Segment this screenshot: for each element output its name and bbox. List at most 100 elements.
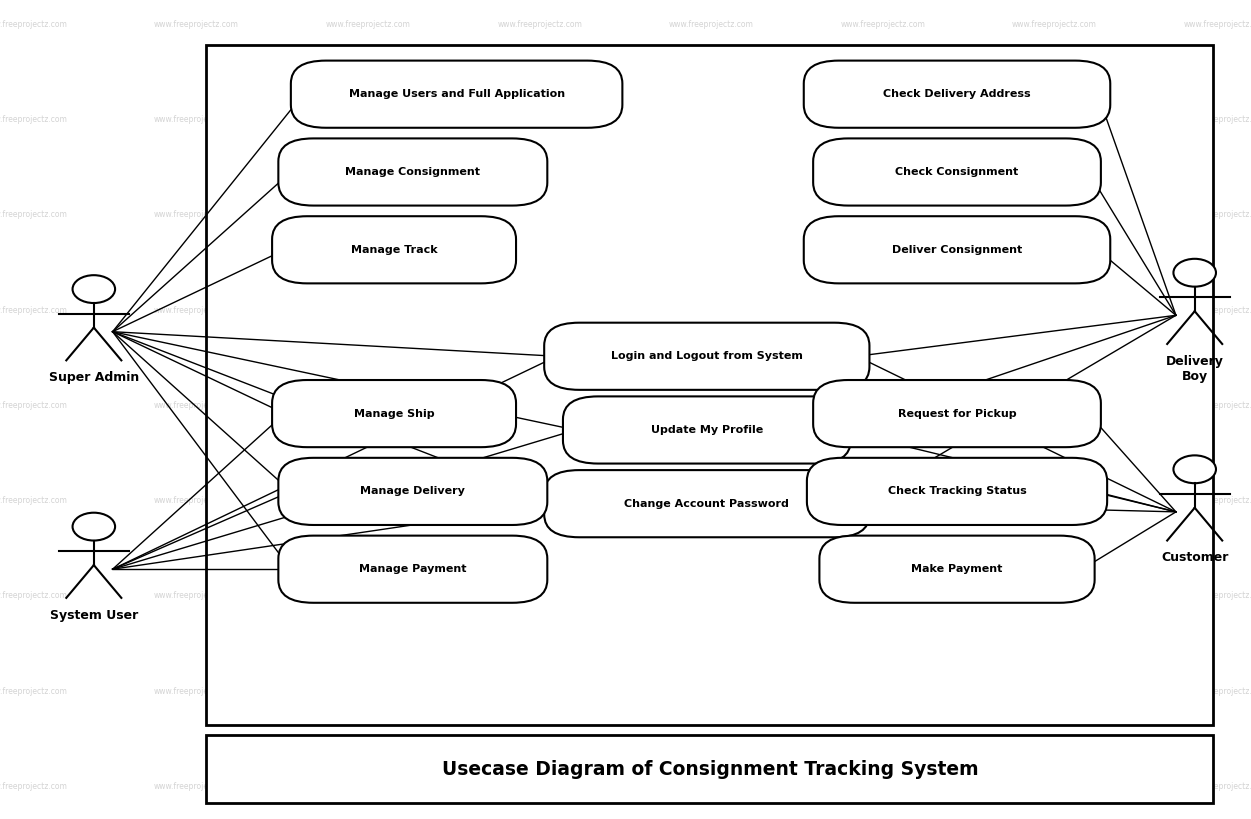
Text: www.freeprojectz.com: www.freeprojectz.com — [841, 401, 926, 410]
Text: www.freeprojectz.com: www.freeprojectz.com — [1183, 20, 1251, 29]
Text: www.freeprojectz.com: www.freeprojectz.com — [0, 115, 68, 124]
Text: Check Consignment: Check Consignment — [896, 167, 1018, 177]
FancyBboxPatch shape — [807, 458, 1107, 525]
Text: www.freeprojectz.com: www.freeprojectz.com — [1012, 591, 1097, 600]
Text: Manage Ship: Manage Ship — [354, 409, 434, 419]
Text: www.freeprojectz.com: www.freeprojectz.com — [1012, 686, 1097, 695]
Text: www.freeprojectz.com: www.freeprojectz.com — [669, 496, 753, 505]
Text: www.freeprojectz.com: www.freeprojectz.com — [841, 496, 926, 505]
Text: www.freeprojectz.com: www.freeprojectz.com — [841, 686, 926, 695]
Circle shape — [1173, 259, 1216, 287]
FancyBboxPatch shape — [206, 735, 1213, 803]
Text: www.freeprojectz.com: www.freeprojectz.com — [0, 20, 68, 29]
Text: www.freeprojectz.com: www.freeprojectz.com — [1183, 401, 1251, 410]
FancyBboxPatch shape — [813, 380, 1101, 447]
Text: www.freeprojectz.com: www.freeprojectz.com — [154, 305, 239, 314]
Text: Check Tracking Status: Check Tracking Status — [888, 486, 1026, 496]
Text: www.freeprojectz.com: www.freeprojectz.com — [0, 496, 68, 505]
Text: www.freeprojectz.com: www.freeprojectz.com — [1012, 210, 1097, 219]
Text: www.freeprojectz.com: www.freeprojectz.com — [154, 115, 239, 124]
Text: www.freeprojectz.com: www.freeprojectz.com — [1183, 115, 1251, 124]
Text: www.freeprojectz.com: www.freeprojectz.com — [498, 401, 582, 410]
Text: www.freeprojectz.com: www.freeprojectz.com — [1183, 591, 1251, 600]
Text: www.freeprojectz.com: www.freeprojectz.com — [1012, 115, 1097, 124]
FancyBboxPatch shape — [278, 458, 548, 525]
Text: Manage Delivery: Manage Delivery — [360, 486, 465, 496]
Text: Make Payment: Make Payment — [911, 564, 1003, 574]
Text: Usecase Diagram of Consignment Tracking System: Usecase Diagram of Consignment Tracking … — [442, 759, 978, 779]
Text: www.freeprojectz.com: www.freeprojectz.com — [841, 20, 926, 29]
FancyBboxPatch shape — [813, 138, 1101, 206]
Text: www.freeprojectz.com: www.freeprojectz.com — [1012, 305, 1097, 314]
Text: www.freeprojectz.com: www.freeprojectz.com — [841, 115, 926, 124]
Text: www.freeprojectz.com: www.freeprojectz.com — [0, 782, 68, 790]
Text: Customer: Customer — [1161, 551, 1228, 564]
Text: Check Delivery Address: Check Delivery Address — [883, 89, 1031, 99]
Text: Update My Profile: Update My Profile — [651, 425, 763, 435]
Text: www.freeprojectz.com: www.freeprojectz.com — [325, 782, 410, 790]
Text: Manage Consignment: Manage Consignment — [345, 167, 480, 177]
Text: www.freeprojectz.com: www.freeprojectz.com — [669, 782, 753, 790]
Text: www.freeprojectz.com: www.freeprojectz.com — [841, 210, 926, 219]
Text: www.freeprojectz.com: www.freeprojectz.com — [325, 496, 410, 505]
Text: www.freeprojectz.com: www.freeprojectz.com — [498, 591, 582, 600]
Text: www.freeprojectz.com: www.freeprojectz.com — [1183, 686, 1251, 695]
Text: www.freeprojectz.com: www.freeprojectz.com — [325, 115, 410, 124]
Text: www.freeprojectz.com: www.freeprojectz.com — [325, 401, 410, 410]
Text: www.freeprojectz.com: www.freeprojectz.com — [325, 591, 410, 600]
Text: www.freeprojectz.com: www.freeprojectz.com — [669, 20, 753, 29]
FancyBboxPatch shape — [271, 380, 517, 447]
Text: www.freeprojectz.com: www.freeprojectz.com — [1012, 496, 1097, 505]
Text: www.freeprojectz.com: www.freeprojectz.com — [498, 305, 582, 314]
FancyBboxPatch shape — [278, 138, 548, 206]
Text: www.freeprojectz.com: www.freeprojectz.com — [0, 305, 68, 314]
Text: www.freeprojectz.com: www.freeprojectz.com — [0, 210, 68, 219]
Text: Delivery
Boy: Delivery Boy — [1166, 355, 1223, 382]
Text: Manage Users and Full Application: Manage Users and Full Application — [349, 89, 564, 99]
FancyBboxPatch shape — [803, 61, 1111, 128]
Circle shape — [73, 275, 115, 303]
Text: www.freeprojectz.com: www.freeprojectz.com — [669, 305, 753, 314]
Text: www.freeprojectz.com: www.freeprojectz.com — [0, 686, 68, 695]
Text: Super Admin: Super Admin — [49, 371, 139, 384]
Text: Manage Payment: Manage Payment — [359, 564, 467, 574]
Text: www.freeprojectz.com: www.freeprojectz.com — [498, 496, 582, 505]
Text: www.freeprojectz.com: www.freeprojectz.com — [1183, 782, 1251, 790]
Text: www.freeprojectz.com: www.freeprojectz.com — [841, 305, 926, 314]
Text: www.freeprojectz.com: www.freeprojectz.com — [1183, 496, 1251, 505]
Text: Request for Pickup: Request for Pickup — [898, 409, 1016, 419]
Text: www.freeprojectz.com: www.freeprojectz.com — [325, 305, 410, 314]
Text: www.freeprojectz.com: www.freeprojectz.com — [841, 782, 926, 790]
FancyBboxPatch shape — [278, 536, 548, 603]
Text: www.freeprojectz.com: www.freeprojectz.com — [154, 686, 239, 695]
Text: www.freeprojectz.com: www.freeprojectz.com — [841, 591, 926, 600]
Text: System User: System User — [50, 609, 138, 622]
Text: www.freeprojectz.com: www.freeprojectz.com — [669, 115, 753, 124]
FancyBboxPatch shape — [206, 45, 1213, 725]
FancyBboxPatch shape — [290, 61, 622, 128]
Circle shape — [73, 513, 115, 541]
Text: www.freeprojectz.com: www.freeprojectz.com — [498, 20, 582, 29]
Text: www.freeprojectz.com: www.freeprojectz.com — [669, 686, 753, 695]
Text: Deliver Consignment: Deliver Consignment — [892, 245, 1022, 255]
Text: www.freeprojectz.com: www.freeprojectz.com — [498, 686, 582, 695]
Text: www.freeprojectz.com: www.freeprojectz.com — [498, 782, 582, 790]
Text: www.freeprojectz.com: www.freeprojectz.com — [498, 115, 582, 124]
Text: Change Account Password: Change Account Password — [624, 499, 789, 509]
FancyBboxPatch shape — [271, 216, 517, 283]
Text: www.freeprojectz.com: www.freeprojectz.com — [498, 210, 582, 219]
Text: www.freeprojectz.com: www.freeprojectz.com — [0, 401, 68, 410]
FancyBboxPatch shape — [544, 323, 869, 390]
Text: www.freeprojectz.com: www.freeprojectz.com — [154, 591, 239, 600]
Text: www.freeprojectz.com: www.freeprojectz.com — [154, 210, 239, 219]
FancyBboxPatch shape — [544, 470, 869, 537]
Text: www.freeprojectz.com: www.freeprojectz.com — [325, 20, 410, 29]
Circle shape — [1173, 455, 1216, 483]
Text: www.freeprojectz.com: www.freeprojectz.com — [154, 782, 239, 790]
FancyBboxPatch shape — [563, 396, 851, 464]
Text: www.freeprojectz.com: www.freeprojectz.com — [154, 401, 239, 410]
Text: Manage Track: Manage Track — [350, 245, 438, 255]
FancyBboxPatch shape — [819, 536, 1095, 603]
Text: Login and Logout from System: Login and Logout from System — [610, 351, 803, 361]
Text: www.freeprojectz.com: www.freeprojectz.com — [1012, 401, 1097, 410]
